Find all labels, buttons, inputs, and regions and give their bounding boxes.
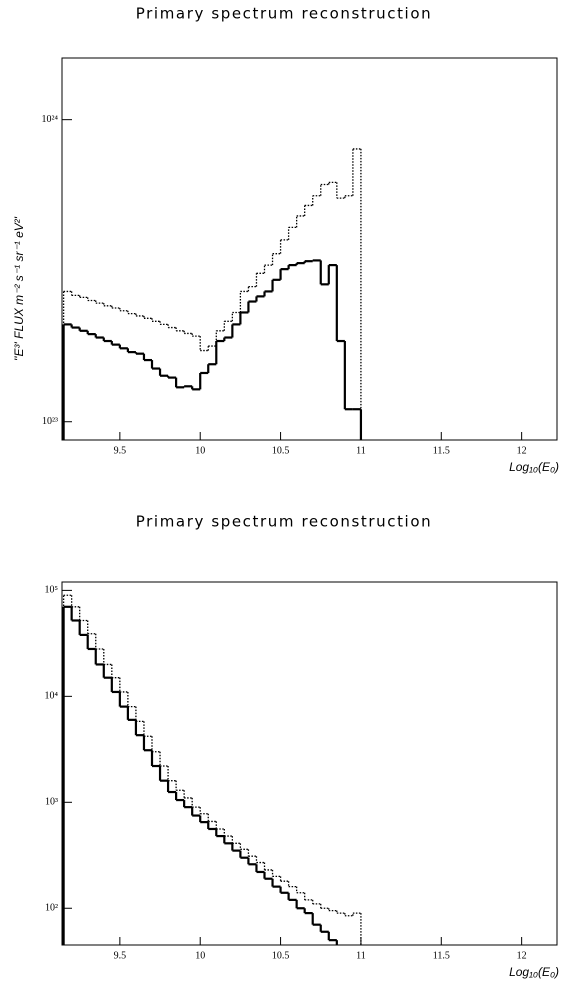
- plot-data: [62, 594, 362, 945]
- x-tick-label: 9.5: [114, 445, 127, 456]
- y-tick-label: 10²: [45, 903, 58, 914]
- x-tick-label: 9.5: [114, 950, 127, 961]
- x-tick-label: 10: [195, 445, 205, 456]
- y-tick-label: 10²³: [42, 416, 58, 427]
- y-axis-label: ''E³' FLUX m⁻² s⁻¹ sr⁻¹ eV²': [12, 216, 26, 361]
- x-tick-label: 10.5: [272, 950, 290, 961]
- y-tick-label: 10⁵: [45, 585, 59, 596]
- x-axis-label: Log₁₀(E₀): [509, 965, 559, 979]
- y-tick-label: 10²⁴: [42, 114, 59, 125]
- x-tick-label: 10.5: [272, 445, 290, 456]
- plot-data: [62, 148, 363, 440]
- y-tick-label: 10⁴: [45, 691, 59, 702]
- chart-title: Primary spectrum reconstruction: [136, 5, 432, 23]
- chart-title: Primary spectrum reconstruction: [136, 513, 432, 531]
- x-tick-label: 10: [195, 950, 205, 961]
- x-tick-label: 11: [356, 950, 366, 961]
- y-tick-label: 10³: [45, 797, 58, 808]
- x-tick-label: 12: [517, 445, 527, 456]
- x-tick-label: 11: [356, 445, 366, 456]
- x-axis-label: Log₁₀(E₀): [509, 460, 559, 474]
- x-tick-label: 11.5: [433, 950, 450, 961]
- plot-frame: [61, 581, 558, 946]
- x-tick-label: 12: [517, 950, 527, 961]
- x-tick-label: 11.5: [433, 445, 450, 456]
- plot-frame: [61, 57, 558, 441]
